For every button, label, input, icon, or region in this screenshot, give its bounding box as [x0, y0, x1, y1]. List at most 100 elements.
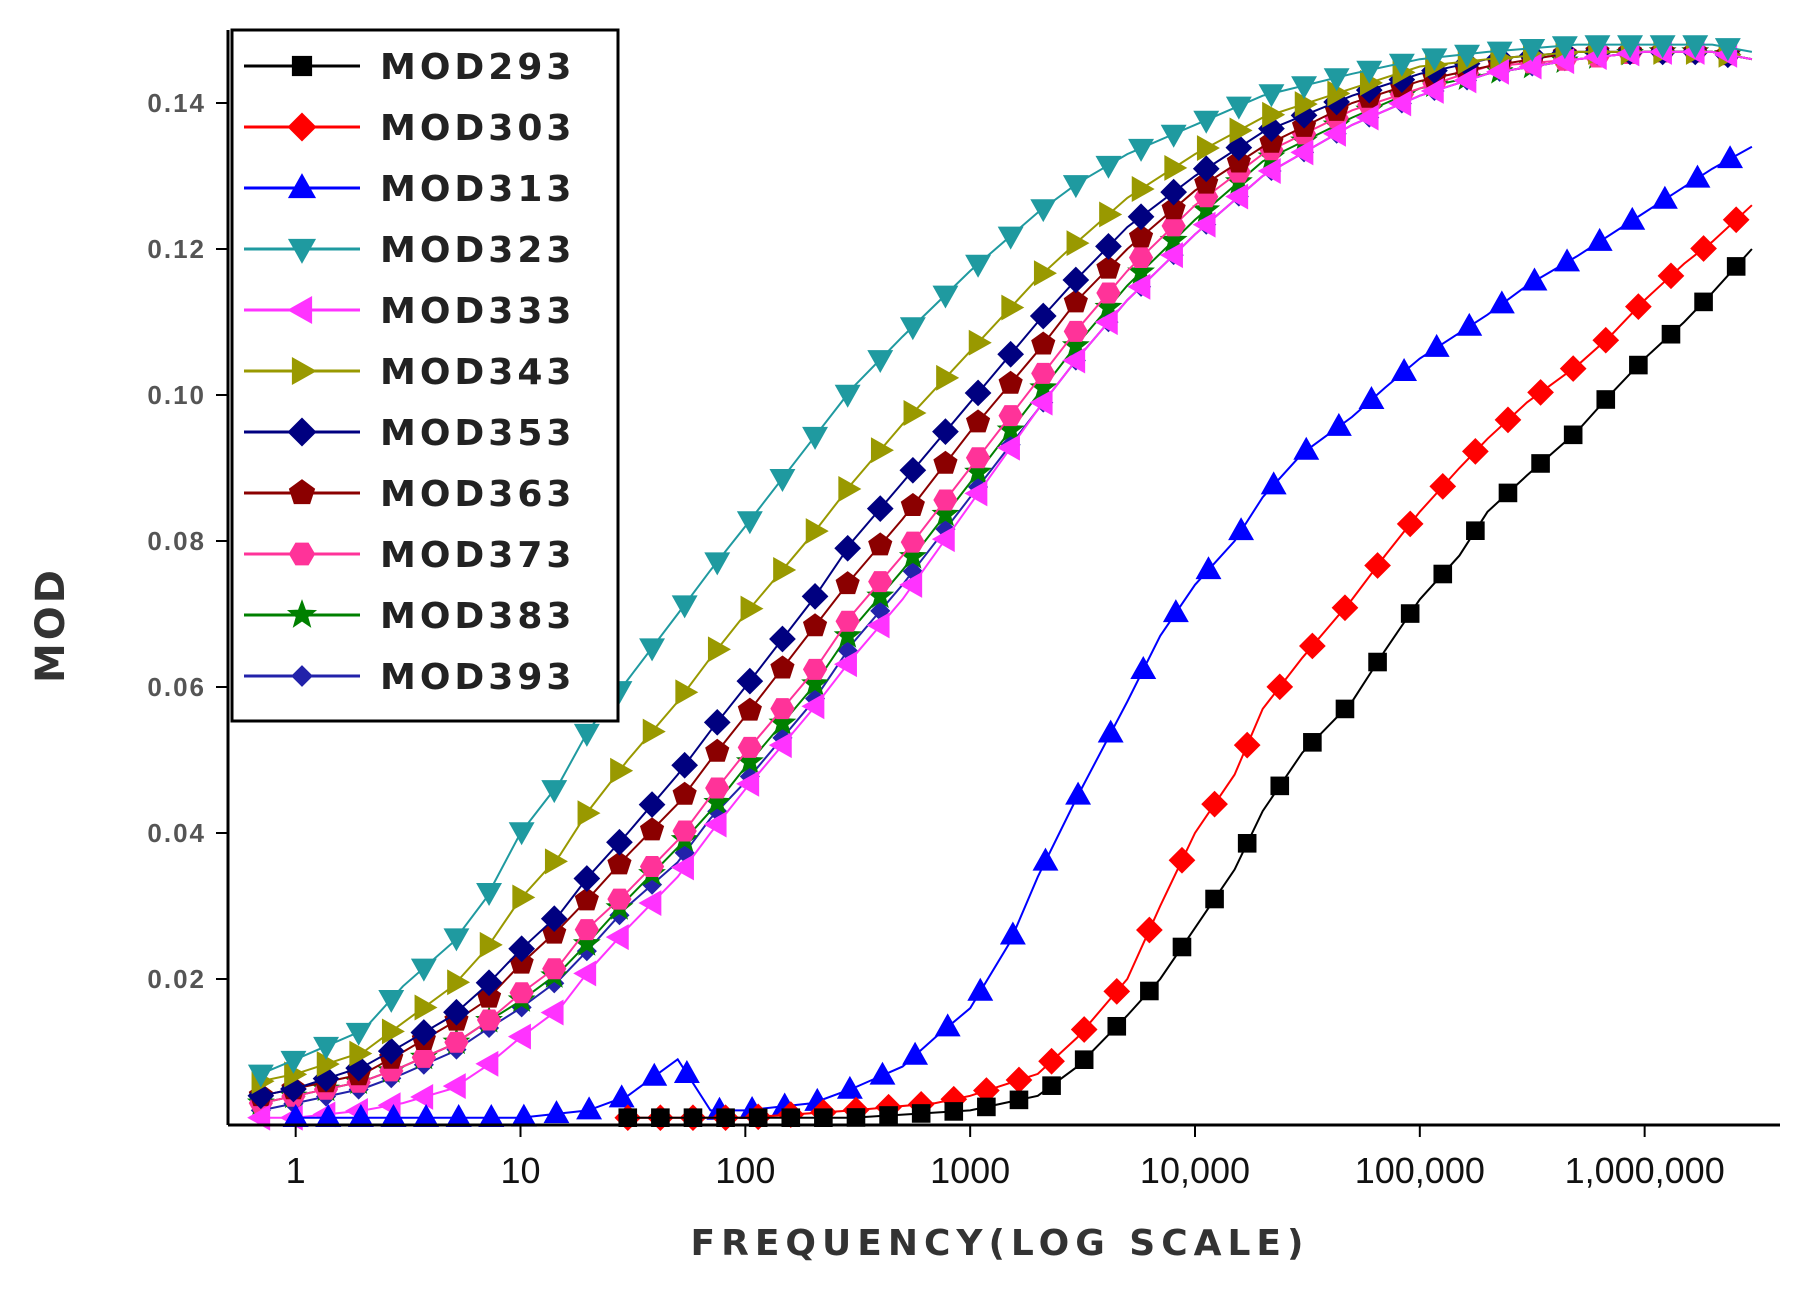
point-MOD323-42	[1617, 35, 1644, 59]
point-MOD343-6	[447, 969, 471, 996]
point-MOD323-17	[802, 426, 829, 450]
point-MOD303-12	[1005, 1066, 1033, 1094]
point-MOD363-26	[1096, 255, 1121, 279]
point-MOD343-5	[414, 994, 438, 1021]
point-MOD293-13	[1042, 1076, 1061, 1095]
point-MOD323-45	[1714, 38, 1741, 62]
point-MOD373-21	[933, 489, 958, 511]
legend-label-MOD373: MOD373	[380, 535, 575, 576]
point-MOD343-20	[903, 400, 927, 426]
point-MOD313-28	[1195, 556, 1222, 580]
point-MOD293-9	[911, 1104, 931, 1123]
point-MOD363-13	[672, 781, 697, 805]
point-MOD323-3	[345, 1022, 372, 1046]
point-MOD293-20	[1270, 776, 1290, 796]
point-MOD343-15	[740, 595, 764, 622]
point-MOD353-21	[932, 418, 959, 445]
point-MOD323-27	[1128, 138, 1155, 162]
point-MOD323-29	[1193, 110, 1220, 134]
point-MOD293-22	[1335, 699, 1355, 719]
point-MOD313-5	[445, 1104, 472, 1127]
point-MOD373-10	[574, 919, 599, 941]
y-tick-label-0.04: 0.04	[147, 818, 206, 848]
legend-marker-MOD333	[287, 295, 313, 325]
series-line-MOD293	[627, 248, 1753, 1119]
point-MOD333-5	[410, 1084, 434, 1110]
legend-label-MOD293: MOD293	[380, 47, 575, 88]
point-MOD363-28	[1161, 196, 1186, 220]
point-MOD353-15	[736, 667, 764, 695]
legend-marker-MOD393	[291, 665, 313, 687]
point-MOD343-8	[512, 884, 536, 911]
point-MOD313-31	[1293, 436, 1320, 460]
point-MOD313-39	[1554, 248, 1581, 272]
point-MOD333-36	[1420, 78, 1444, 104]
point-MOD323-21	[932, 285, 959, 309]
point-MOD363-14	[705, 738, 730, 762]
legend-entry-MOD393: MOD393	[244, 657, 571, 698]
point-MOD303-19	[1233, 731, 1261, 759]
point-MOD333-11	[605, 924, 629, 951]
point-MOD333-19	[866, 612, 890, 639]
point-MOD363-22	[965, 409, 991, 433]
point-MOD303-34	[1722, 206, 1750, 234]
point-MOD383-24	[1029, 373, 1058, 400]
point-MOD333-8	[507, 1023, 531, 1050]
point-MOD383-21	[931, 499, 960, 527]
legend-entry-MOD323: MOD323	[244, 230, 571, 271]
point-MOD323-35	[1388, 53, 1415, 77]
point-MOD313-24	[1065, 781, 1092, 805]
point-MOD343-26	[1099, 201, 1123, 228]
point-MOD293-24	[1400, 604, 1420, 623]
point-MOD363-10	[574, 887, 599, 911]
point-MOD343-7	[479, 931, 503, 958]
point-MOD333-27	[1127, 273, 1151, 300]
point-MOD383-20	[898, 542, 927, 569]
point-MOD323-44	[1682, 35, 1709, 59]
point-MOD353-4	[377, 1037, 405, 1065]
point-MOD343-3	[349, 1040, 373, 1067]
legend-marker-MOD383	[286, 599, 318, 628]
point-MOD293-32	[1661, 324, 1681, 344]
point-MOD313-37	[1488, 290, 1515, 314]
point-MOD373-8	[509, 982, 534, 1004]
point-MOD333-20	[899, 571, 923, 598]
legend-marker-MOD303	[287, 112, 317, 142]
point-MOD353-24	[1029, 302, 1057, 330]
point-MOD343-4	[381, 1018, 405, 1045]
series-MOD313	[282, 145, 1753, 1127]
point-MOD343-2	[316, 1051, 340, 1078]
point-MOD363-20	[900, 492, 925, 516]
point-MOD333-15	[736, 770, 760, 797]
x-tick-label-1000: 1000	[930, 1150, 1010, 1191]
point-MOD293-30	[1596, 390, 1616, 409]
point-MOD313-40	[1586, 227, 1613, 251]
point-MOD383-10	[572, 929, 601, 956]
legend-entry-MOD313: MOD313	[244, 169, 571, 210]
point-MOD383-14	[703, 787, 732, 815]
point-MOD303-32	[1657, 262, 1685, 290]
point-MOD313-23	[1032, 847, 1059, 871]
point-MOD313-19	[902, 1041, 929, 1065]
legend-entry-MOD343: MOD343	[244, 352, 571, 393]
point-MOD343-9	[544, 848, 568, 875]
point-MOD363-27	[1128, 224, 1154, 248]
point-MOD303-21	[1299, 632, 1326, 660]
point-MOD303-20	[1266, 673, 1294, 701]
point-MOD323-9	[541, 780, 568, 804]
x-tick-label-1: 1	[286, 1150, 306, 1191]
point-MOD353-5	[410, 1019, 438, 1046]
y-tick-label-0.10: 0.10	[147, 380, 206, 410]
series-MOD293	[618, 248, 1753, 1128]
point-MOD313-11	[641, 1062, 668, 1086]
point-MOD303-15	[1103, 977, 1131, 1005]
point-MOD323-30	[1225, 96, 1252, 120]
point-MOD343-24	[1033, 260, 1057, 287]
point-MOD303-28	[1527, 379, 1554, 406]
point-MOD333-32	[1290, 139, 1314, 166]
point-MOD353-29	[1192, 155, 1220, 183]
point-MOD333-22	[964, 480, 988, 507]
point-MOD353-20	[899, 456, 927, 484]
point-MOD313-30	[1260, 471, 1287, 495]
